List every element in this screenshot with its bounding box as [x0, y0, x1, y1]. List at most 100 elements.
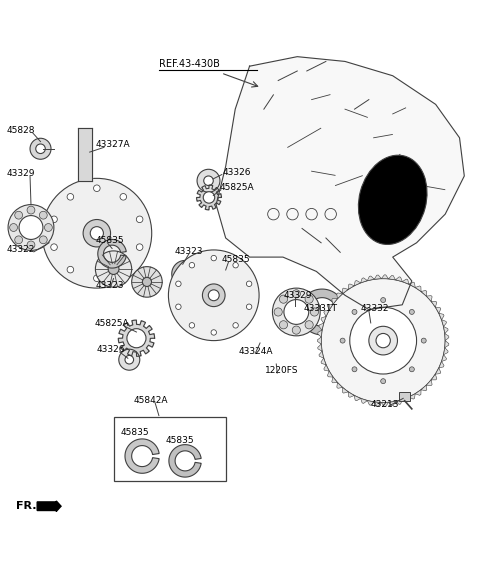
Circle shape	[409, 367, 414, 372]
Circle shape	[369, 327, 397, 355]
Polygon shape	[327, 371, 333, 377]
Polygon shape	[337, 293, 343, 299]
Polygon shape	[118, 320, 155, 356]
Polygon shape	[402, 397, 409, 402]
Circle shape	[376, 333, 390, 348]
Circle shape	[120, 266, 127, 273]
Circle shape	[211, 330, 216, 335]
Polygon shape	[172, 260, 198, 287]
Circle shape	[119, 349, 140, 370]
Circle shape	[36, 144, 45, 153]
Polygon shape	[319, 351, 324, 358]
Circle shape	[409, 310, 414, 314]
Circle shape	[246, 281, 252, 286]
Polygon shape	[348, 392, 354, 397]
Circle shape	[211, 256, 216, 261]
Circle shape	[27, 241, 35, 249]
Text: 45825A: 45825A	[220, 183, 254, 192]
Circle shape	[273, 288, 320, 336]
Circle shape	[96, 251, 132, 287]
Polygon shape	[426, 296, 432, 302]
Circle shape	[279, 295, 288, 303]
Circle shape	[421, 338, 426, 343]
Circle shape	[203, 192, 215, 203]
Circle shape	[321, 278, 445, 403]
Circle shape	[311, 308, 319, 316]
Polygon shape	[332, 299, 337, 304]
Polygon shape	[415, 286, 421, 292]
Polygon shape	[169, 444, 201, 477]
Circle shape	[246, 304, 252, 310]
Circle shape	[42, 178, 152, 288]
Polygon shape	[216, 57, 464, 310]
Circle shape	[51, 244, 57, 250]
Polygon shape	[367, 401, 374, 405]
Text: 45835: 45835	[120, 428, 149, 437]
Text: 45835: 45835	[96, 236, 124, 245]
Circle shape	[143, 277, 152, 286]
Polygon shape	[367, 276, 374, 281]
Text: FR.: FR.	[16, 501, 36, 511]
Polygon shape	[444, 347, 448, 354]
Polygon shape	[435, 307, 441, 313]
Circle shape	[381, 297, 385, 303]
Polygon shape	[444, 327, 448, 333]
Circle shape	[15, 211, 23, 219]
Circle shape	[39, 211, 47, 219]
Polygon shape	[442, 354, 446, 361]
Circle shape	[292, 290, 300, 298]
Text: 45828: 45828	[6, 126, 35, 135]
Text: 45825A: 45825A	[95, 320, 129, 328]
Polygon shape	[445, 340, 449, 347]
Polygon shape	[409, 282, 415, 288]
Circle shape	[127, 329, 146, 348]
Circle shape	[120, 193, 127, 200]
Polygon shape	[318, 344, 322, 351]
Polygon shape	[439, 361, 444, 368]
Polygon shape	[318, 330, 322, 337]
Circle shape	[233, 322, 239, 328]
Polygon shape	[360, 399, 367, 403]
Polygon shape	[321, 358, 326, 365]
Circle shape	[83, 220, 110, 247]
Polygon shape	[337, 382, 343, 388]
Text: 43322: 43322	[6, 245, 35, 254]
Polygon shape	[319, 323, 324, 330]
Polygon shape	[324, 365, 329, 371]
Polygon shape	[435, 368, 441, 374]
Circle shape	[67, 266, 73, 273]
Circle shape	[10, 224, 17, 231]
Circle shape	[27, 206, 35, 214]
Polygon shape	[98, 239, 126, 268]
Circle shape	[176, 304, 181, 310]
Polygon shape	[426, 380, 432, 386]
Text: 43329: 43329	[6, 169, 35, 178]
Polygon shape	[360, 278, 367, 283]
Circle shape	[51, 216, 57, 223]
Circle shape	[208, 290, 219, 301]
Circle shape	[292, 326, 300, 334]
Circle shape	[90, 227, 103, 240]
Polygon shape	[374, 275, 382, 279]
Circle shape	[305, 295, 313, 303]
Polygon shape	[317, 337, 321, 344]
Circle shape	[136, 216, 143, 223]
Polygon shape	[421, 290, 427, 296]
Circle shape	[176, 281, 181, 286]
Text: 1220FS: 1220FS	[265, 366, 299, 375]
Text: 43329: 43329	[284, 290, 312, 300]
Circle shape	[94, 275, 100, 282]
Polygon shape	[342, 288, 348, 294]
Text: REF.43-430B: REF.43-430B	[159, 59, 220, 69]
Polygon shape	[332, 377, 337, 383]
Polygon shape	[299, 289, 345, 335]
Text: 43323: 43323	[175, 247, 203, 256]
Circle shape	[350, 307, 417, 374]
Polygon shape	[442, 320, 446, 327]
Text: 43326: 43326	[97, 345, 125, 354]
Polygon shape	[431, 374, 437, 380]
Polygon shape	[388, 401, 396, 406]
Circle shape	[189, 263, 194, 268]
Circle shape	[67, 193, 73, 200]
Circle shape	[19, 216, 43, 239]
